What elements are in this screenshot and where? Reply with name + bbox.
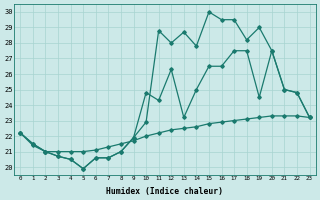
X-axis label: Humidex (Indice chaleur): Humidex (Indice chaleur) — [107, 187, 223, 196]
